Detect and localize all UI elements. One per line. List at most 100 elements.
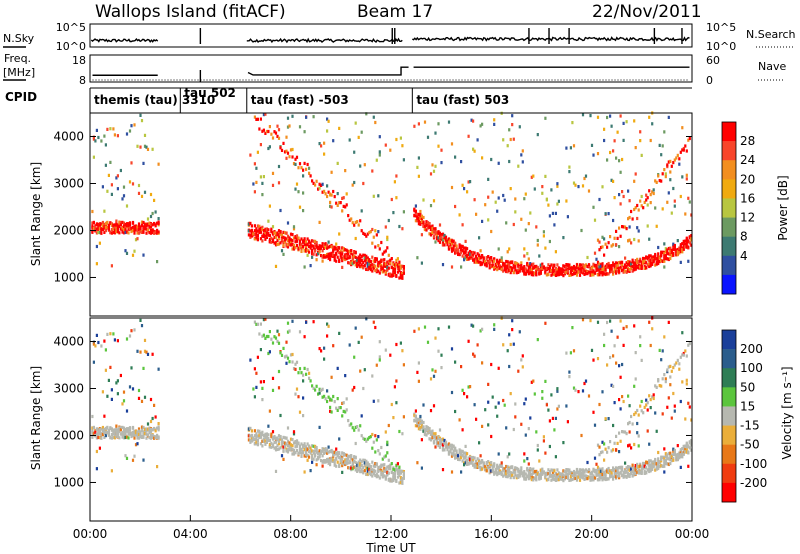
velocity-point [366, 463, 369, 467]
power-point [509, 187, 512, 191]
power-point [291, 239, 294, 243]
velocity-point [431, 368, 434, 372]
velocity-point [417, 361, 420, 365]
velocity-point [106, 426, 109, 430]
velocity-point [553, 474, 556, 478]
power-point [336, 249, 339, 253]
velocity-point [359, 424, 362, 428]
power-point [298, 245, 302, 249]
power-point [523, 254, 526, 258]
velocity-point [565, 468, 568, 472]
velocity-point [282, 346, 285, 350]
power-point [386, 267, 389, 271]
power-point [151, 211, 154, 216]
velocity-point [663, 373, 666, 377]
power-point [92, 155, 95, 159]
velocity-point [330, 450, 333, 454]
power-point [247, 222, 250, 226]
power-point [476, 252, 479, 256]
power-point [667, 246, 670, 251]
velocity-point [264, 439, 267, 443]
velocity-point [598, 467, 601, 471]
velocity-point [357, 464, 360, 468]
velocity-point [350, 422, 353, 426]
power-point [469, 256, 472, 260]
power-point [327, 240, 330, 244]
power-point [302, 209, 305, 213]
velocity-point [423, 428, 427, 432]
power-point [101, 185, 104, 189]
power-point [596, 273, 600, 277]
power-point [323, 141, 326, 145]
power-point [618, 261, 621, 265]
power-point [569, 266, 572, 270]
power-point [264, 234, 267, 238]
velocity-point [417, 379, 420, 383]
colorbar-swatch [722, 349, 736, 369]
cpid-mode-label: tau 502 [184, 86, 236, 100]
velocity-point [91, 426, 94, 430]
velocity-point [624, 461, 627, 465]
velocity-point [342, 401, 345, 405]
power-point [402, 269, 405, 273]
velocity-point [302, 449, 305, 454]
nsearch-label: N.Search [746, 28, 796, 41]
velocity-point [649, 466, 652, 470]
power-point [423, 225, 427, 229]
power-point [305, 167, 308, 171]
velocity-point [488, 468, 491, 472]
velocity-point [584, 475, 588, 479]
velocity-point [651, 467, 654, 471]
velocity-point [634, 471, 637, 475]
velocity-point [341, 461, 344, 465]
velocity-point [568, 468, 571, 472]
power-point [253, 232, 256, 237]
power-point [330, 245, 333, 249]
velocity-point [270, 432, 273, 436]
power-point [599, 245, 603, 250]
velocity-point [143, 395, 147, 399]
velocity-point [512, 427, 515, 432]
power-point [350, 261, 353, 265]
power-point [554, 267, 557, 271]
velocity-point [562, 469, 565, 473]
power-point [438, 240, 442, 244]
power-point [291, 233, 294, 237]
velocity-point [289, 445, 293, 449]
power-point [593, 271, 597, 275]
velocity-point [145, 436, 148, 440]
power-point [493, 265, 496, 270]
velocity-point [435, 438, 439, 442]
power-point [344, 256, 347, 260]
velocity-point [515, 476, 518, 480]
velocity-point [667, 320, 670, 324]
power-point [95, 128, 98, 132]
power-point [305, 246, 308, 250]
power-point [365, 234, 368, 238]
x-tick-label: 16:00 [474, 527, 509, 541]
power-point [274, 231, 278, 235]
velocity-point [494, 468, 497, 472]
velocity-point [118, 436, 121, 440]
power-point [584, 263, 588, 267]
velocity-point [437, 441, 440, 445]
velocity-point [636, 462, 639, 466]
velocity-point [648, 463, 651, 468]
power-point [285, 156, 288, 160]
velocity-point [277, 369, 281, 374]
velocity-point [285, 442, 288, 446]
power-point [610, 266, 613, 270]
velocity-point [282, 448, 285, 453]
power-point [666, 200, 669, 204]
power-point [106, 189, 109, 193]
power-point [496, 209, 499, 213]
velocity-point [360, 459, 363, 464]
power-point [300, 246, 303, 250]
velocity-point [356, 463, 359, 467]
power-point [92, 137, 95, 141]
power-point [666, 165, 669, 169]
velocity-point [491, 395, 494, 399]
velocity-point [374, 434, 377, 438]
velocity-point [675, 455, 678, 459]
velocity-point [309, 446, 312, 450]
